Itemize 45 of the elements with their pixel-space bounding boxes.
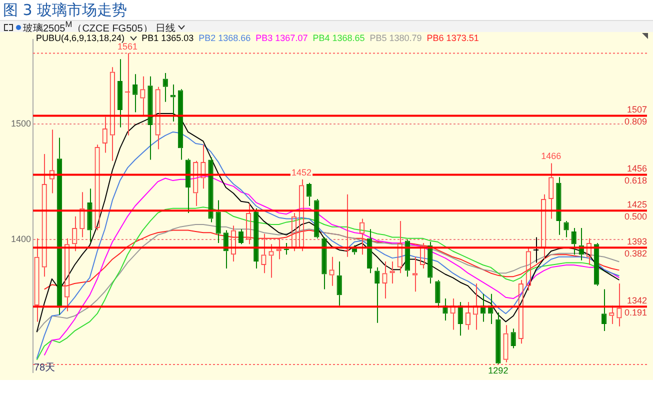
- candlestick: [594, 242, 600, 286]
- candlestick: [87, 188, 92, 242]
- text: PB3 1367.07: [256, 33, 308, 43]
- candlestick: [404, 239, 410, 278]
- chart-title: 图 3 玻璃市场走势: [3, 1, 128, 20]
- candlestick: [306, 182, 312, 206]
- candlestick: [208, 156, 214, 223]
- text: PB1 1365.03: [142, 33, 194, 43]
- candlestick: [496, 312, 501, 365]
- text: PB5 1380.79: [370, 33, 422, 43]
- candlestick: [322, 236, 327, 290]
- candlestick: [556, 176, 562, 236]
- candlestick: [564, 220, 569, 238]
- legend-title: PUBU(4,6,9,13,18,24): [36, 33, 125, 43]
- text: 1452: [292, 167, 312, 178]
- text: PB6 1373.51: [426, 33, 479, 43]
- candlestick: [117, 58, 123, 128]
- candlestick: [510, 328, 516, 349]
- ref-line-label: 1342 0.191: [624, 296, 647, 318]
- candlestick: [571, 227, 576, 256]
- candlestick: [162, 72, 168, 102]
- candlestick: [238, 228, 244, 245]
- candlestick: [602, 288, 607, 332]
- text: 1292: [488, 365, 508, 376]
- ref-line-label: 1507 0.809: [624, 104, 647, 127]
- annotation: 78天: [34, 362, 56, 374]
- ref-line-label: 1393 0.382: [624, 236, 647, 259]
- candlestick: [178, 88, 184, 160]
- text: 1466: [541, 151, 562, 162]
- ref-line-label: 1456 0.618: [624, 164, 647, 186]
- candlestick: [216, 200, 221, 244]
- candlestick: [254, 208, 259, 269]
- text: 1561: [118, 41, 138, 52]
- y-tick-label: 1500: [10, 118, 31, 128]
- text: PB4 1368.65: [312, 33, 365, 43]
- y-tick-label: 1400: [10, 234, 31, 244]
- candlestick: [336, 261, 342, 306]
- candlestick: [148, 76, 153, 160]
- candlestick: [314, 198, 320, 239]
- candlestick: [132, 74, 138, 113]
- candlestick: [532, 236, 540, 264]
- candlestick: [56, 137, 62, 316]
- candlestick: [374, 266, 380, 324]
- text: PB2 1368.66: [198, 33, 251, 43]
- ref-line-label: 1425 0.500: [624, 200, 647, 222]
